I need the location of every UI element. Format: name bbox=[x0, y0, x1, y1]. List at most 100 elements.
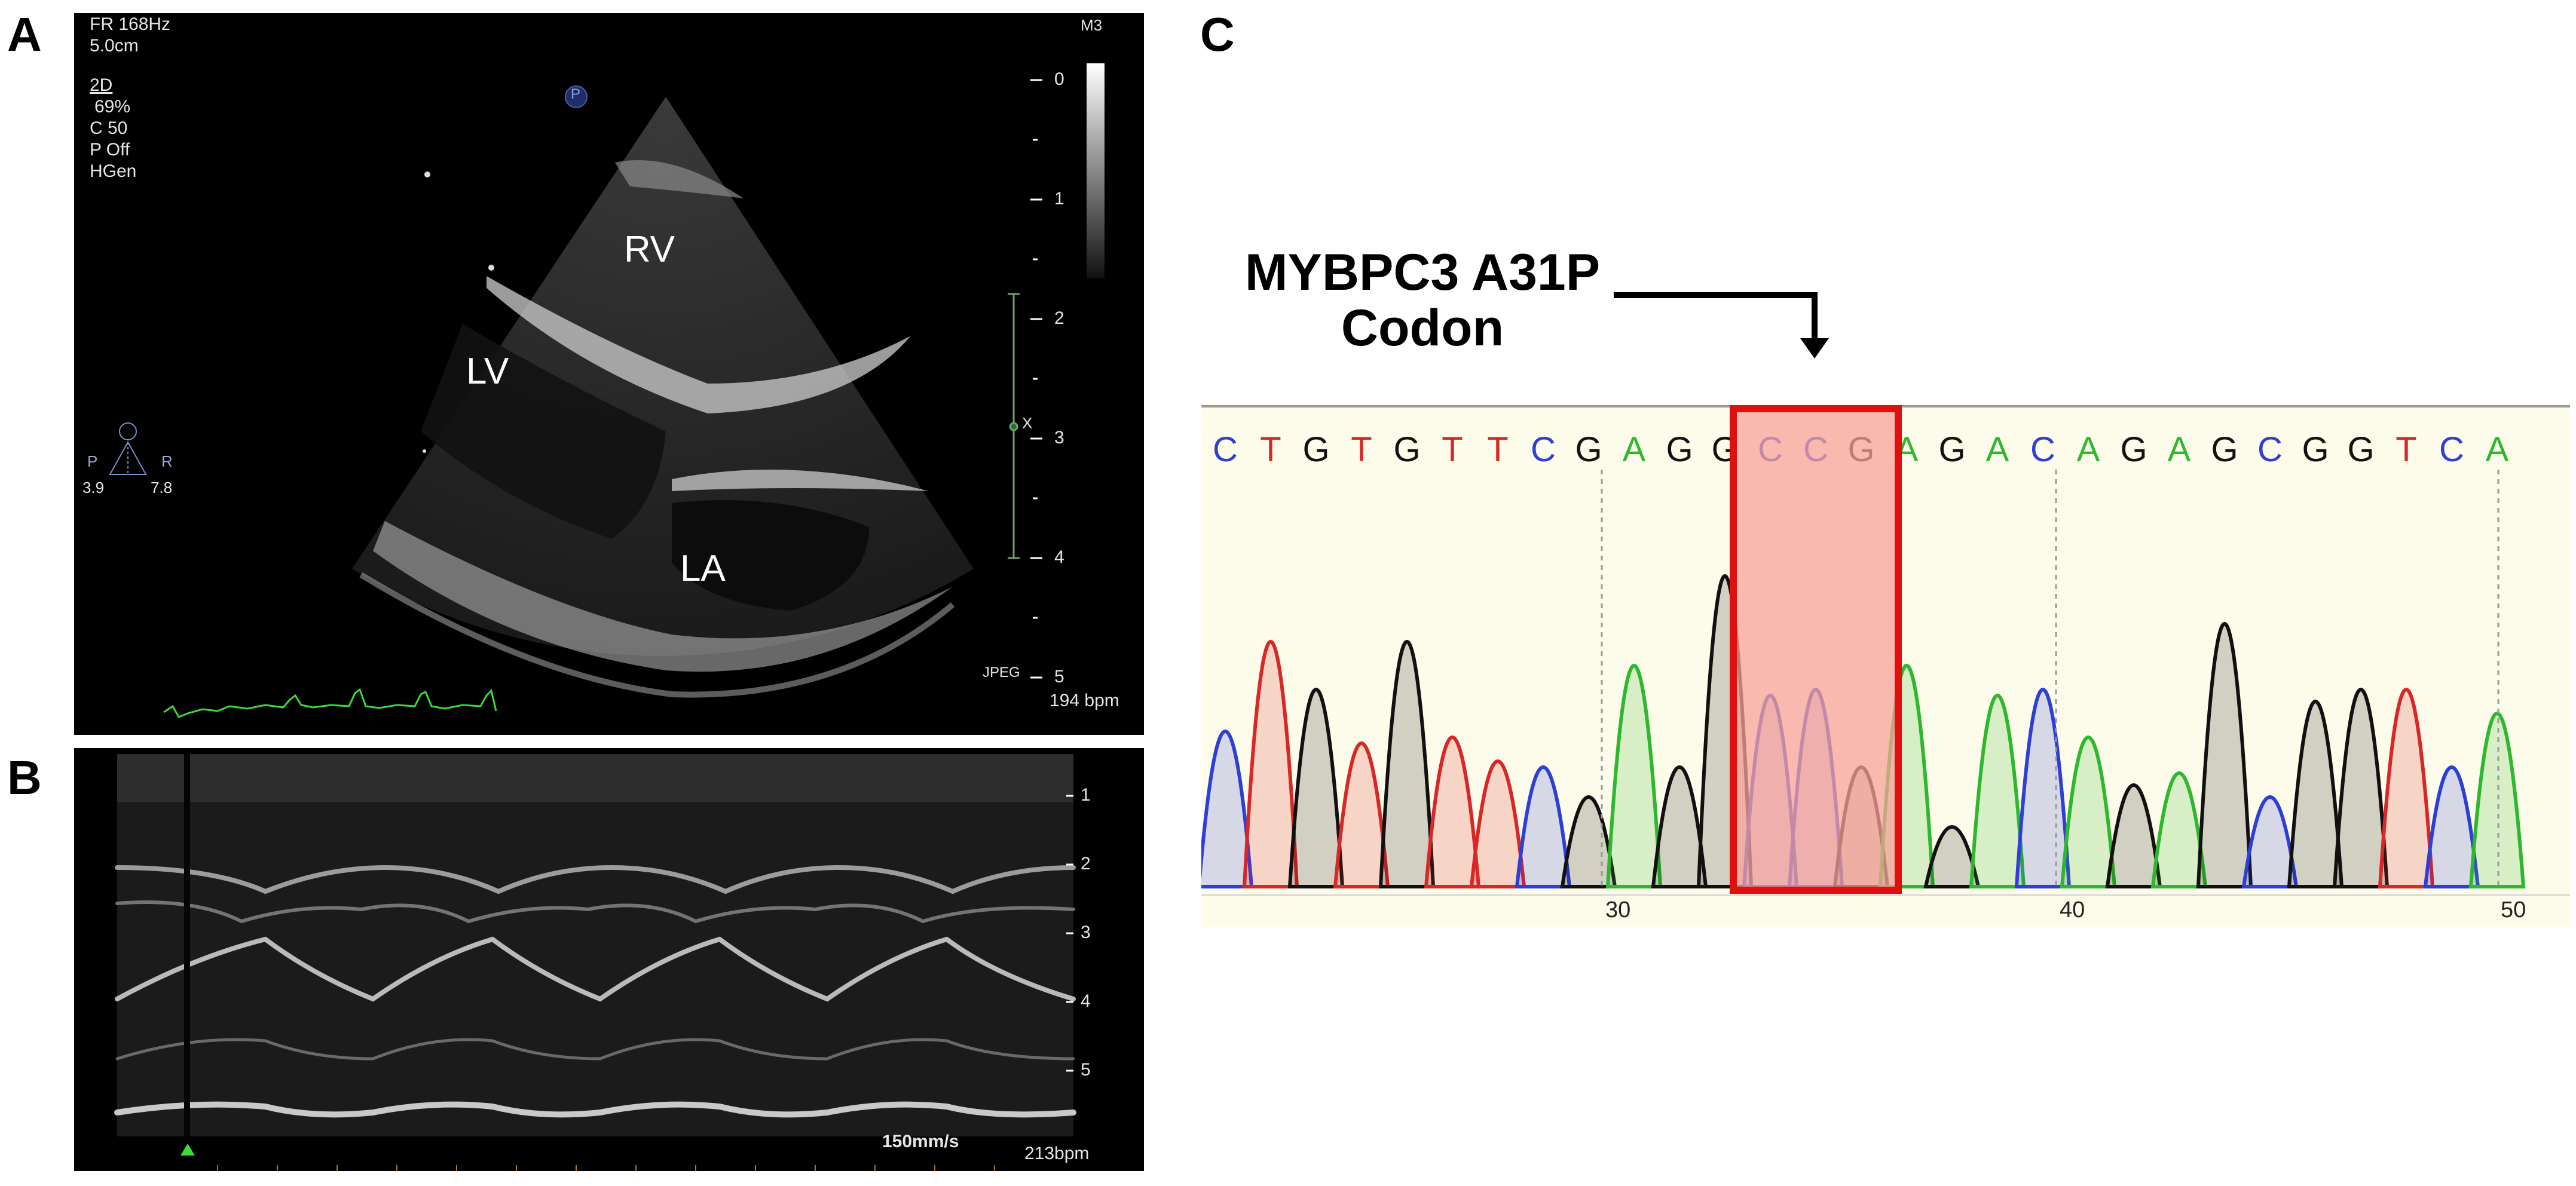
position-30: 30 bbox=[1605, 897, 1631, 923]
persistence-label: P Off bbox=[90, 140, 130, 160]
depth-tick-0: 0 bbox=[1054, 69, 1064, 89]
echo-2d-image: FR 168Hz 5.0cm 2D 69% C 50 P Off HGen P … bbox=[74, 13, 1144, 735]
focus-mark-label: X bbox=[1022, 414, 1033, 432]
m-mode-time-ticks bbox=[217, 1165, 995, 1171]
lv-cavity bbox=[421, 324, 666, 539]
peak-28 bbox=[2468, 712, 2526, 888]
base-call-6: T bbox=[1487, 430, 1508, 469]
base-call-23: C bbox=[2257, 430, 2283, 469]
chamber-label-rv: RV bbox=[624, 229, 675, 270]
panel-label-b: B bbox=[7, 751, 42, 804]
peak-24 bbox=[2287, 700, 2344, 888]
mmode-depth-4: 4 bbox=[1081, 991, 1091, 1011]
peak-5 bbox=[1424, 735, 1481, 888]
panel-label-a: A bbox=[7, 8, 42, 61]
orientation-left-label: P bbox=[87, 452, 98, 470]
chromatogram-plot: CTGTGTTCGAGGCCGAGACAGAGCGGTCA bbox=[1201, 405, 2570, 896]
codon-arrow bbox=[1614, 292, 1829, 358]
focus-orientation-icon bbox=[109, 422, 147, 475]
peak-17 bbox=[1969, 694, 2026, 888]
m-mode-trace-3 bbox=[115, 936, 1076, 1002]
peak-25 bbox=[2332, 688, 2390, 888]
base-call-3: T bbox=[1351, 430, 1372, 469]
depth-tick-5: 5 bbox=[1054, 667, 1064, 687]
chromatogram: CTGTGTTCGAGGCCGAGACAGAGCGGTCA 30 40 50 bbox=[1201, 404, 2570, 927]
la-cavity bbox=[672, 500, 869, 611]
echo-sector-drawing bbox=[109, 63, 1105, 718]
base-call-24: G bbox=[2302, 430, 2329, 469]
focus-left-value: 3.9 bbox=[82, 479, 105, 497]
base-call-18: C bbox=[2030, 430, 2055, 469]
position-50: 50 bbox=[2501, 897, 2526, 923]
peak-26 bbox=[2378, 688, 2435, 888]
posterior-wall-echo bbox=[373, 521, 953, 672]
pericardium-echo bbox=[359, 572, 955, 698]
peak-20 bbox=[2105, 783, 2162, 888]
peak-27 bbox=[2423, 765, 2480, 888]
heart-rate-2d: 194 bpm bbox=[1050, 691, 1119, 710]
depth-tick-4: 4 bbox=[1054, 547, 1064, 567]
m-mode-drawing bbox=[114, 754, 1076, 1171]
aortic-root-echo bbox=[672, 470, 929, 491]
depth-scale bbox=[1030, 79, 1042, 679]
highlighted-codon-box bbox=[1730, 405, 1902, 894]
base-call-7: C bbox=[1531, 430, 1556, 469]
position-40: 40 bbox=[2060, 897, 2085, 923]
mode-label: 2D bbox=[90, 75, 113, 95]
frame-rate-label: FR 168Hz bbox=[90, 14, 171, 34]
m-mode-trace-5 bbox=[114, 1101, 1076, 1118]
base-call-10: G bbox=[1666, 430, 1693, 469]
depth-tick-3: 3 bbox=[1054, 428, 1064, 448]
peak-3 bbox=[1333, 741, 1390, 888]
depth-tick-1: 1 bbox=[1054, 189, 1064, 209]
peak-1 bbox=[1242, 640, 1299, 888]
chamber-label-lv: LV bbox=[466, 351, 509, 392]
base-call-27: C bbox=[2439, 430, 2464, 469]
compression-label: C 50 bbox=[90, 118, 128, 138]
orientation-right-label: R bbox=[161, 452, 173, 470]
peak-7 bbox=[1515, 765, 1572, 888]
base-call-20: G bbox=[2120, 430, 2147, 469]
base-call-19: A bbox=[2077, 430, 2100, 469]
peak-4 bbox=[1378, 640, 1436, 888]
m-mode-trace-4 bbox=[115, 1038, 1075, 1061]
ecg-trace bbox=[163, 688, 497, 718]
rv-wall-echo bbox=[615, 160, 744, 198]
peak-6 bbox=[1469, 759, 1526, 888]
probe-marker-label: P bbox=[571, 86, 581, 102]
base-call-28: A bbox=[2486, 430, 2509, 469]
caption-line-1: MYBPC3 A31P bbox=[1244, 244, 1601, 301]
mmode-depth-1: 1 bbox=[1081, 785, 1091, 805]
base-call-2: G bbox=[1302, 430, 1329, 469]
chamber-label-la: LA bbox=[680, 548, 726, 589]
focus-right-value: 7.8 bbox=[151, 479, 173, 497]
probe-marker-icon bbox=[565, 85, 588, 108]
base-call-26: T bbox=[2396, 430, 2416, 469]
peak-9 bbox=[1605, 664, 1663, 888]
mmode-depth-2: 2 bbox=[1081, 854, 1091, 874]
base-call-22: G bbox=[2211, 430, 2238, 469]
depth-label: 5.0cm bbox=[90, 36, 139, 56]
grayscale-bar bbox=[1087, 63, 1105, 278]
peak-18 bbox=[2014, 688, 2072, 888]
septum-echo bbox=[487, 276, 911, 413]
peak-2 bbox=[1287, 688, 1345, 888]
gain-label: 69% bbox=[94, 97, 131, 117]
m-mode-image: 1 2 3 4 5 150mm/s 213bpm bbox=[74, 748, 1144, 1171]
base-call-8: G bbox=[1575, 430, 1602, 469]
panel-label-c: C bbox=[1200, 8, 1235, 61]
m-mode-cursor-marker bbox=[180, 1144, 195, 1156]
codon-caption: MYBPC3 A31P Codon bbox=[1243, 245, 1602, 356]
base-call-1: T bbox=[1260, 430, 1281, 469]
caption-line-2: Codon bbox=[1341, 299, 1504, 357]
base-call-4: G bbox=[1393, 430, 1420, 469]
base-call-21: A bbox=[2168, 430, 2191, 469]
peak-22 bbox=[2196, 622, 2253, 888]
mmode-depth-5: 5 bbox=[1081, 1060, 1091, 1080]
focus-bracket bbox=[1008, 293, 1020, 559]
base-call-16: G bbox=[1938, 430, 1965, 469]
m-mode-depth-ticks bbox=[1066, 795, 1073, 1072]
frequency-label: HGen bbox=[90, 161, 137, 181]
depth-tick-2: 2 bbox=[1054, 308, 1064, 328]
base-call-25: G bbox=[2347, 430, 2374, 469]
